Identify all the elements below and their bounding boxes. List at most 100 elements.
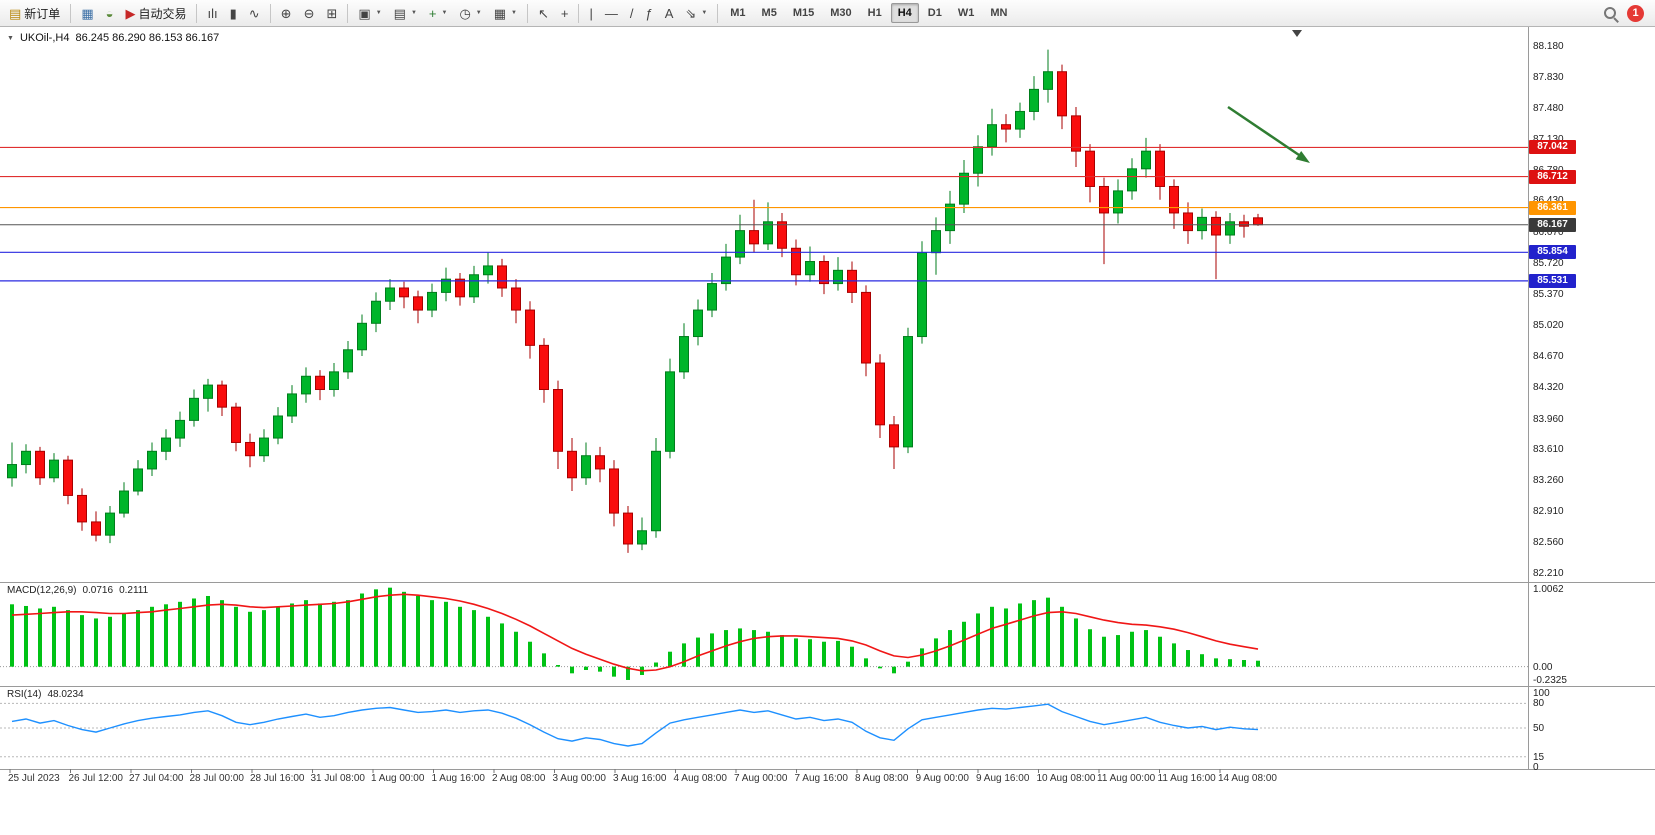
macd-bar	[1102, 636, 1106, 667]
macd-bar	[38, 608, 42, 667]
macd-bar	[528, 641, 532, 667]
price-axis-label: 87.130	[1533, 133, 1564, 145]
macd-bar	[1228, 659, 1232, 667]
tile-windows-button[interactable]: ⊞	[321, 2, 342, 25]
time-axis-label: 11 Aug 00:00	[1097, 773, 1156, 784]
new-chart-icon: ▣	[358, 5, 371, 21]
macd-bar	[164, 604, 168, 667]
price-axis-label: 86.070	[1533, 227, 1564, 239]
new-chart-button[interactable]: ▣ ▼	[353, 2, 386, 25]
zoom-in-button[interactable]: ⊕	[276, 2, 297, 25]
macd-bar	[892, 666, 896, 674]
text-icon: A	[664, 5, 674, 21]
support-line-1-badge: 85.854	[1529, 245, 1576, 260]
candle	[987, 124, 997, 148]
rsi-value: 48.0234	[47, 689, 84, 700]
candle	[161, 437, 171, 452]
arrows-button[interactable]: ⇘ ▼	[680, 2, 712, 25]
symbol-dropdown-icon[interactable]: ▼	[7, 34, 14, 42]
timeframe-button-W1[interactable]: W1	[957, 7, 975, 19]
candle	[1197, 216, 1207, 232]
candle	[399, 287, 409, 298]
toolbar-separator	[70, 3, 72, 23]
chevron-down-icon[interactable]: ▼	[375, 10, 382, 16]
fibonacci-button[interactable]: ƒ	[641, 2, 658, 25]
periods-button[interactable]: ◷ ▼	[454, 2, 486, 25]
data-window-button[interactable]: ◒	[101, 2, 119, 25]
candle	[623, 512, 633, 545]
profiles-button[interactable]: ▤ ▼	[389, 2, 422, 25]
indicators-button[interactable]: + ▼	[424, 2, 453, 25]
timeframe-button-M15[interactable]: M15	[792, 7, 815, 19]
bar-chart-button[interactable]: ılı	[202, 2, 222, 25]
macd-bar	[990, 606, 994, 667]
price-axis-label: 85.020	[1533, 319, 1564, 331]
candle	[1211, 216, 1221, 236]
chevron-down-icon[interactable]: ▼	[511, 10, 517, 16]
timeframe-button-D1[interactable]: D1	[927, 7, 942, 19]
candle	[105, 512, 115, 536]
macd-value-2: 0.2111	[119, 585, 149, 596]
line-chart-button[interactable]: ∿	[244, 2, 265, 25]
macd-bar	[1242, 660, 1246, 667]
timeframe-button-M1[interactable]: M1	[730, 7, 746, 19]
zoom-out-button[interactable]: ⊖	[299, 2, 320, 25]
timeframe-button-H1[interactable]: H1	[867, 7, 882, 19]
timeframe-button-M30[interactable]: M30	[830, 7, 852, 19]
macd-bar	[612, 666, 616, 677]
candle	[1253, 217, 1263, 226]
chevron-down-icon[interactable]: ▼	[441, 10, 448, 16]
chevron-down-icon[interactable]: ▼	[475, 10, 482, 16]
candlestick-chart-button[interactable]: ▮	[225, 2, 242, 25]
horizontal-line-icon: —	[604, 5, 618, 21]
macd-bar	[52, 606, 56, 667]
time-axis-label: 27 Jul 04:00	[129, 773, 184, 784]
candle	[1127, 168, 1137, 192]
timeframe-button-H4[interactable]: H4	[890, 3, 919, 23]
new-order-button[interactable]: ▤ 新订单	[4, 2, 65, 25]
candle	[861, 291, 871, 364]
candle	[329, 371, 339, 391]
candle	[833, 269, 843, 285]
support-line-2-badge: 85.531	[1529, 273, 1576, 288]
macd-bar	[682, 643, 686, 667]
candle	[651, 450, 661, 532]
macd-bar	[136, 610, 140, 667]
time-axis-label: 25 Jul 2023	[8, 773, 60, 784]
macd-bar	[514, 631, 518, 667]
time-axis-label: 26 Jul 12:00	[68, 773, 124, 784]
candle	[609, 468, 619, 514]
horizontal-line-button[interactable]: —	[600, 2, 623, 25]
text-button[interactable]: A	[660, 2, 679, 25]
time-axis-label: 7 Aug 16:00	[794, 773, 848, 784]
chevron-down-icon[interactable]: ▼	[410, 10, 417, 16]
candle	[959, 172, 969, 205]
candle	[245, 441, 255, 457]
chevron-down-icon[interactable]: ▼	[701, 10, 708, 16]
macd-bar	[1130, 631, 1134, 667]
timeframe-button-MN[interactable]: MN	[990, 7, 1008, 19]
macd-bar	[752, 630, 756, 667]
candle	[483, 265, 493, 276]
search-icon[interactable]	[1603, 6, 1618, 21]
trendline-button[interactable]: /	[625, 2, 639, 25]
notification-badge[interactable]: 1	[1627, 4, 1644, 22]
macd-bar	[864, 658, 868, 667]
candle	[427, 291, 437, 311]
templates-button[interactable]: ▦ ▼	[489, 2, 522, 25]
market-watch-button[interactable]: ▦	[76, 2, 98, 25]
chart-symbol: UKOil-,H4	[19, 32, 70, 44]
cursor-button[interactable]: ↖	[533, 2, 554, 25]
macd-bar	[1116, 635, 1120, 667]
crosshair-button[interactable]: +	[556, 2, 574, 25]
annotation-arrow[interactable]	[1227, 105, 1300, 157]
auto-trading-button[interactable]: ▶ 自动交易	[120, 2, 191, 25]
macd-bar	[1004, 608, 1008, 667]
vertical-line-button[interactable]: |	[584, 2, 597, 25]
candle	[805, 261, 815, 276]
time-axis-label: 28 Jul 00:00	[189, 773, 245, 784]
macd-bar	[920, 648, 924, 667]
candle	[175, 419, 185, 439]
chart-shift-marker[interactable]	[1292, 30, 1302, 37]
timeframe-button-M5[interactable]: M5	[761, 7, 777, 19]
